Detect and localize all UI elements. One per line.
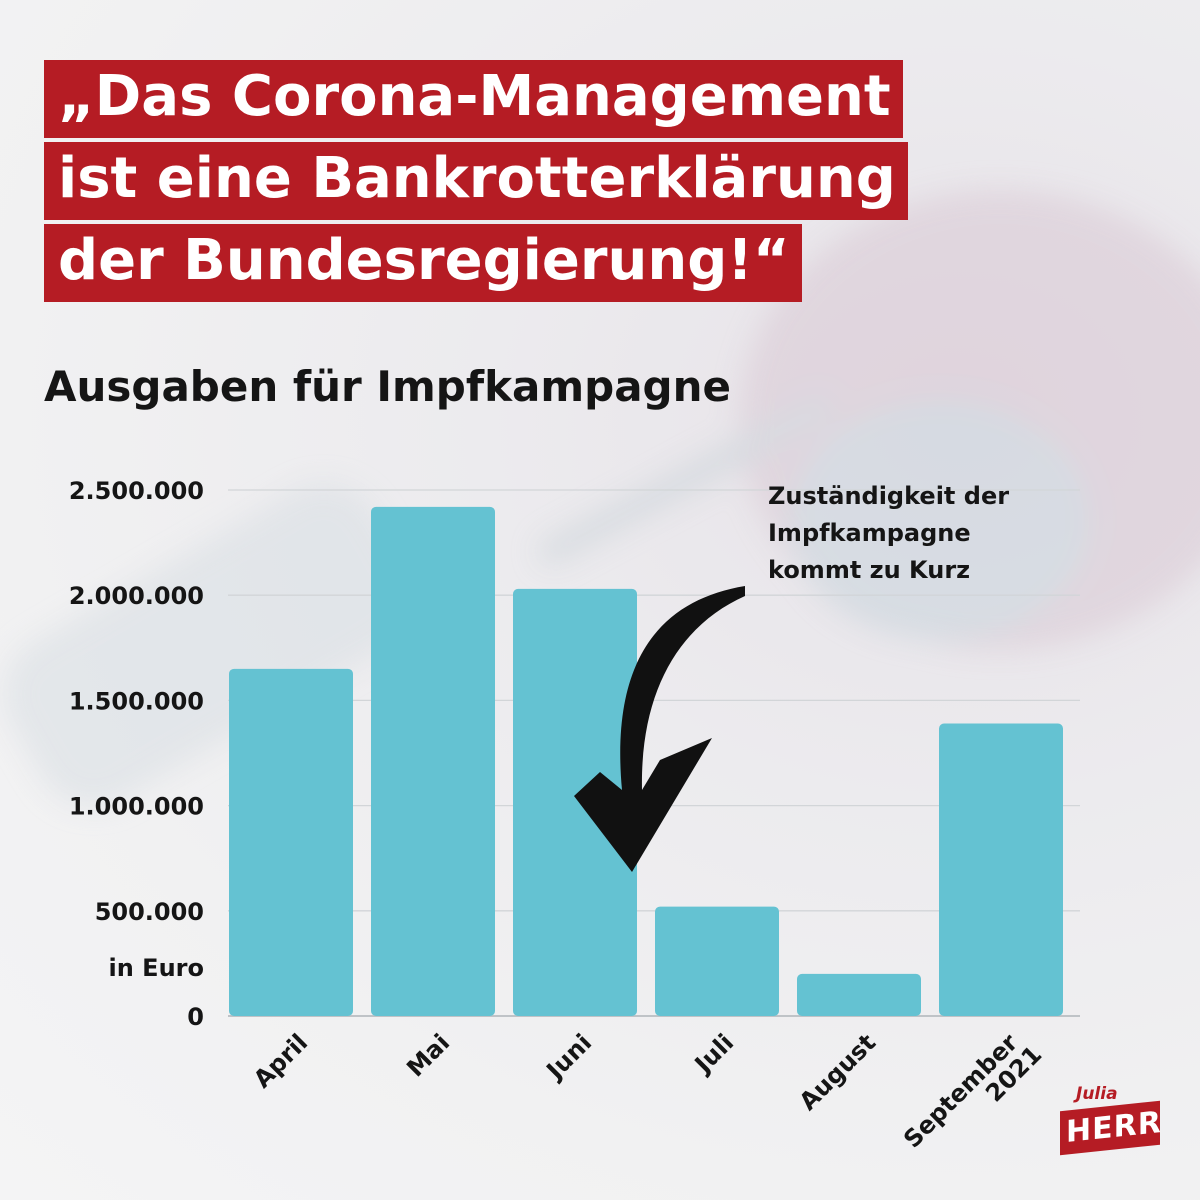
annotation-text: Zuständigkeit der Impfkampagne kommt zu … <box>768 478 1108 589</box>
headline-line-3: der Bundesregierung!“ <box>44 224 802 302</box>
bar <box>939 723 1063 1016</box>
headline-quote: „Das Corona-Management ist eine Bankrott… <box>44 60 1164 306</box>
x-tick-label: August <box>794 1028 881 1115</box>
annotation-line-2: Impfkampagne <box>768 519 971 547</box>
bar <box>655 906 779 1016</box>
y-tick-label: 2.000.000 <box>69 582 204 610</box>
x-tick-label: Mai <box>401 1028 455 1082</box>
headline-line-2: ist eine Bankrotterklärung <box>44 142 908 220</box>
y-tick-label: 500.000 <box>95 898 204 926</box>
bar <box>797 973 921 1016</box>
x-tick-label: Juni <box>540 1028 598 1086</box>
x-tick-label: April <box>248 1028 313 1093</box>
headline-line-1: „Das Corona-Management <box>44 60 903 138</box>
logo-first-name: Julia <box>1076 1084 1118 1104</box>
y-axis-label: in Euro <box>109 954 204 982</box>
y-tick-label: 1.000.000 <box>69 793 204 821</box>
bar <box>371 506 495 1016</box>
annotation-line-1: Zuständigkeit der <box>768 482 1010 510</box>
bar <box>513 588 637 1016</box>
y-tick-label: 0 <box>187 1003 204 1031</box>
chart-title: Ausgaben für Impfkampagne <box>44 362 732 411</box>
y-tick-label: 2.500.000 <box>69 477 204 505</box>
annotation-line-3: kommt zu Kurz <box>768 556 971 584</box>
y-tick-label: 1.500.000 <box>69 687 204 715</box>
julia-herr-logo: Julia HERR <box>1060 1084 1170 1164</box>
x-tick-label: Juli <box>688 1028 739 1079</box>
bar <box>229 668 353 1016</box>
